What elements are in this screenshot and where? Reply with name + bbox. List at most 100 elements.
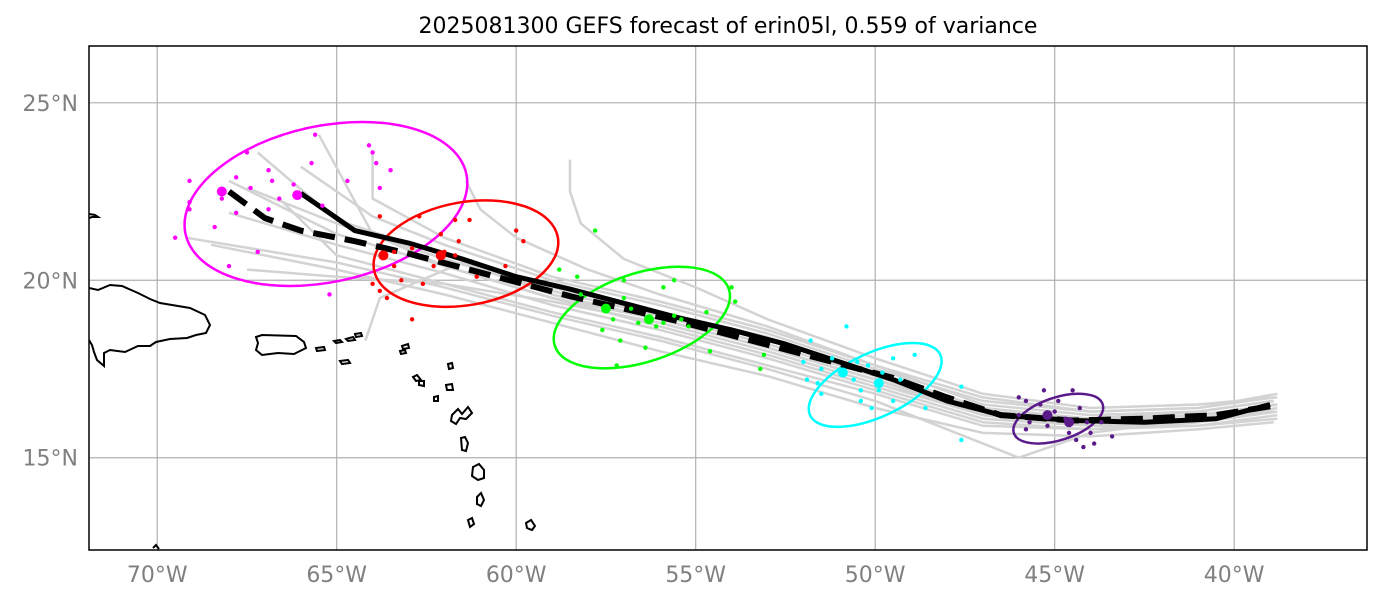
member-position-dot — [1052, 409, 1057, 414]
member-position-dot — [1084, 420, 1090, 425]
uncertainty-ellipse — [552, 265, 732, 370]
member-position-dot — [370, 150, 375, 155]
member-position-dot — [578, 292, 584, 297]
ensemble-member-track — [228, 179, 1274, 424]
member-position-dot — [592, 228, 598, 233]
uncertainty-ellipse — [372, 199, 560, 309]
member-position-dot — [1038, 402, 1043, 407]
island-2 — [344, 335, 357, 343]
member-position-dot — [654, 324, 659, 329]
member-position-dot — [869, 405, 874, 411]
member-position-dot — [452, 217, 458, 223]
member-position-dot — [815, 380, 820, 386]
coastlines — [89, 213, 537, 550]
island-5 — [400, 342, 411, 351]
member-position-dot — [1099, 420, 1104, 425]
mean-position-marker — [1064, 417, 1075, 428]
member-position-dot — [557, 267, 562, 272]
uncertainty-ellipse — [183, 120, 469, 288]
member-position-dot — [575, 274, 580, 279]
member-position-dot — [801, 359, 806, 365]
member-position-dot — [366, 143, 372, 148]
member-position-dot — [829, 356, 835, 361]
member-position-dot — [1023, 427, 1029, 432]
member-position-dot — [266, 168, 271, 173]
member-position-dot — [370, 281, 375, 287]
member-position-dot — [679, 317, 684, 322]
member-position-dot — [923, 405, 928, 411]
member-position-dot — [391, 263, 397, 269]
member-position-dot — [844, 324, 849, 329]
member-position-dot — [1041, 388, 1047, 393]
member-position-dot — [452, 253, 458, 258]
axis-tick-labels: 70°W 65°W 60°W 55°W 50°W 45°W 40°W 25°N 20°N 15°N — [23, 92, 1265, 588]
lat-tick-label: 15°N — [23, 447, 78, 472]
member-position-dot — [384, 295, 390, 301]
member-position-dot — [643, 345, 648, 350]
mean-position-marker — [837, 367, 848, 378]
member-position-dot — [226, 263, 232, 269]
island-11 — [433, 394, 439, 402]
mean-position-marker — [644, 314, 655, 325]
map-frame — [88, 45, 1368, 551]
member-position-dot — [248, 185, 253, 191]
member-position-dot — [309, 160, 314, 166]
member-position-dot — [377, 288, 382, 294]
ensemble-tracks — [185, 134, 1278, 459]
barbados — [524, 518, 537, 532]
lat-tick-label: 25°N — [23, 92, 78, 117]
member-position-dot — [1074, 437, 1079, 443]
member-position-dot — [409, 246, 415, 251]
member-position-dot — [855, 359, 860, 365]
member-position-dot — [1109, 434, 1115, 439]
member-position-dot — [600, 327, 605, 333]
member-position-dot — [671, 313, 677, 318]
lon-tick-label: 70°W — [127, 563, 188, 588]
hispaniola-coast — [89, 283, 212, 369]
lat-tick-label: 20°N — [23, 269, 78, 294]
member-position-dot — [431, 263, 436, 269]
island-1 — [331, 338, 345, 345]
member-position-dot — [391, 249, 397, 255]
lon-tick-label: 55°W — [665, 563, 726, 588]
member-position-dot — [819, 391, 824, 397]
member-position-dot — [503, 263, 508, 269]
lon-tick-label: 65°W — [306, 563, 367, 588]
island-9 — [418, 380, 425, 388]
uncertainty-ellipse — [1012, 392, 1105, 445]
member-position-dot — [266, 207, 271, 212]
member-position-dot — [1081, 444, 1086, 450]
island-4 — [353, 331, 364, 339]
member-position-dot — [661, 320, 666, 326]
member-position-dot — [320, 203, 325, 208]
member-position-dot — [808, 338, 813, 343]
member-position-dot — [377, 214, 382, 219]
member-position-dot — [399, 278, 404, 283]
ensemble-member-track — [246, 186, 1278, 420]
ensemble-member-track — [568, 159, 1278, 410]
member-position-dot — [1027, 420, 1032, 425]
member-position-dot — [172, 235, 178, 240]
member-position-dot — [959, 384, 964, 389]
member-position-dot — [1066, 430, 1072, 436]
member-position-dot — [345, 178, 350, 184]
member-position-dot — [898, 377, 903, 382]
ensemble-member-track — [464, 180, 1274, 417]
member-position-dot — [614, 363, 619, 368]
island-6 — [398, 348, 408, 356]
member-position-dot — [858, 398, 864, 404]
ensemble-member-track — [278, 197, 1278, 431]
member-position-dot — [244, 150, 250, 155]
mean-position-marker — [378, 250, 389, 261]
ensemble-member-track — [364, 261, 1278, 428]
member-position-dot — [704, 309, 709, 315]
uncertainty-ellipse — [807, 341, 943, 429]
puerto-rico-coast — [254, 333, 308, 357]
member-position-dot — [187, 207, 192, 212]
member-position-dot — [621, 278, 627, 283]
position-points — [172, 132, 1115, 450]
dominica — [459, 435, 470, 453]
member-position-dot — [1070, 388, 1075, 393]
mean-position-marker — [600, 303, 611, 314]
